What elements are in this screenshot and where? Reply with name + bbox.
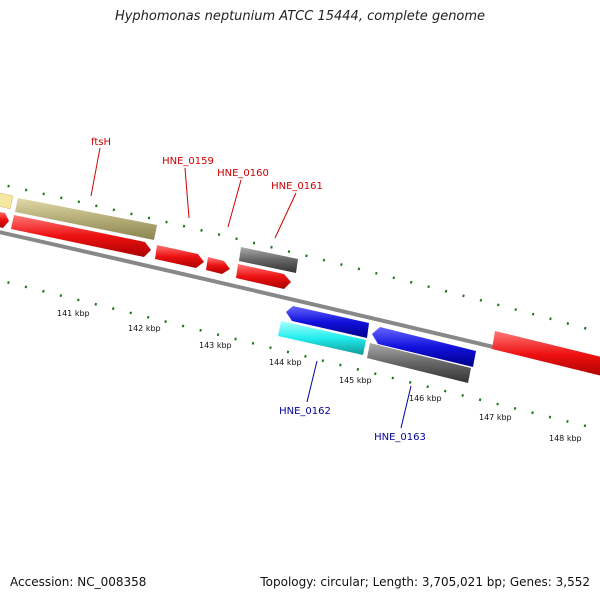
gene-feature-gray-1 — [239, 247, 298, 273]
accession-text: Accession: NC_008358 — [10, 575, 147, 589]
tick-label: 147 kbp — [479, 413, 512, 422]
leader-hne-0162 — [306, 360, 318, 403]
gene-feature-red-fragment — [0, 212, 9, 228]
gene-feature-ftsh — [11, 215, 151, 257]
genome-stats-text: Topology: circular; Length: 3,705,021 bp… — [260, 575, 590, 589]
label-leaders — [90, 147, 412, 429]
gene-label-hne-0159: HNE_0159 — [162, 156, 214, 167]
tick-label: 145 kbp — [339, 376, 372, 385]
tick-label: 141 kbp — [57, 309, 90, 318]
leader-hne-0160 — [227, 179, 242, 228]
gene-label-hne-0163: HNE_0163 — [374, 432, 426, 443]
gene-label-hne-0161: HNE_0161 — [271, 181, 323, 192]
leader-hne-0161 — [274, 192, 297, 239]
gene-feature-hne-0160 — [206, 257, 230, 274]
gene-label-hne-0160: HNE_0160 — [217, 168, 269, 179]
gene-feature-pale-yellow — [0, 192, 14, 210]
gene-features — [0, 192, 600, 383]
inner-tick-track — [0, 279, 600, 431]
gene-label-hne-0162: HNE_0162 — [279, 406, 331, 417]
gene-feature-blue-2 — [372, 327, 476, 367]
leader-hne-0163 — [400, 385, 412, 429]
gene-label-ftsh: ftsH — [91, 137, 111, 148]
tick-label: 143 kbp — [199, 341, 232, 350]
leader-hne-0159 — [184, 167, 190, 219]
gene-feature-blue-1 — [286, 306, 369, 338]
gene-feature-hne-0161 — [236, 264, 291, 289]
tick-label: 148 kbp — [549, 434, 582, 443]
gene-feature-hne-0159 — [155, 245, 204, 268]
tick-label: 144 kbp — [269, 358, 302, 367]
map-title: Hyphomonas neptunium ATCC 15444, complet… — [114, 9, 486, 24]
kbp-labels: 141 kbp 142 kbp 143 kbp 144 kbp 145 kbp … — [57, 309, 582, 443]
tick-label: 142 kbp — [128, 324, 161, 333]
gene-feature-hne-0162 — [278, 321, 366, 355]
gene-feature-hne-0163 — [367, 343, 471, 383]
gene-feature-khaki — [15, 198, 157, 240]
leader-ftsh — [90, 147, 101, 197]
tick-label: 146 kbp — [409, 394, 442, 403]
gene-feature-red-right — [492, 331, 600, 376]
gene-labels: ftsH HNE_0159 HNE_0160 HNE_0161 HNE_0162… — [91, 137, 426, 443]
